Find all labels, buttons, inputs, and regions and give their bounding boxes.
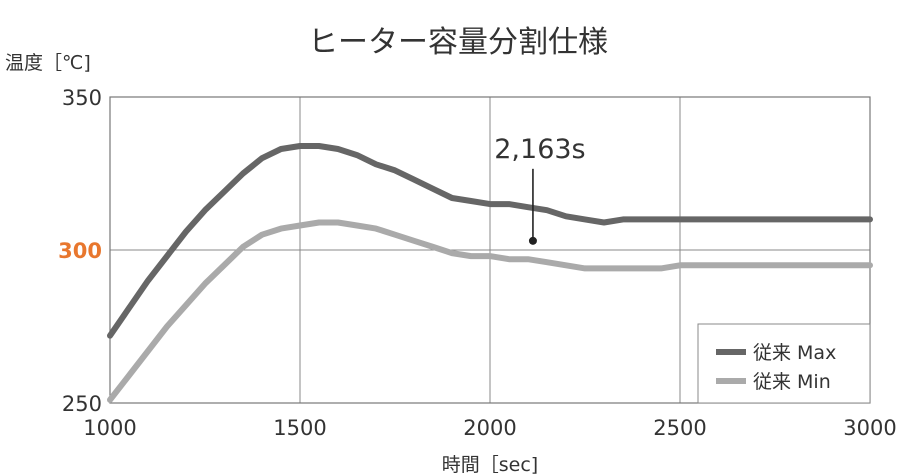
chart-title: ヒーター容量分割仕様 [308,25,608,60]
plot-frame [109,96,871,404]
x-tick-label: 2000 [463,416,516,440]
x-axis-label: 時間［sec] [442,454,538,476]
series-lines [107,143,873,403]
annotation-label: 2,163s [494,134,585,165]
y-tick-label: 300 [58,239,102,263]
annotation: 2,163s [494,134,586,245]
y-axis-label: 温度［℃] [5,52,91,74]
series-line-min [107,219,873,403]
tick-labels: 1000 1500 2000 2500 3000 250 300 350 [58,86,897,440]
y-tick-label: 350 [62,86,102,110]
series-line-max [107,143,873,339]
x-tick-label: 1000 [83,416,136,440]
annotation-point [528,236,537,245]
legend-label-min: 従来 Min [753,371,831,393]
y-tick-label: 250 [62,392,102,416]
x-tick-label: 2500 [653,416,706,440]
x-tick-label: 1500 [273,416,326,440]
legend-label-max: 従来 Max [753,342,836,364]
x-tick-label: 3000 [843,416,896,440]
legend: 従来 Max 従来 Min [697,323,871,404]
legend-box [697,323,871,404]
